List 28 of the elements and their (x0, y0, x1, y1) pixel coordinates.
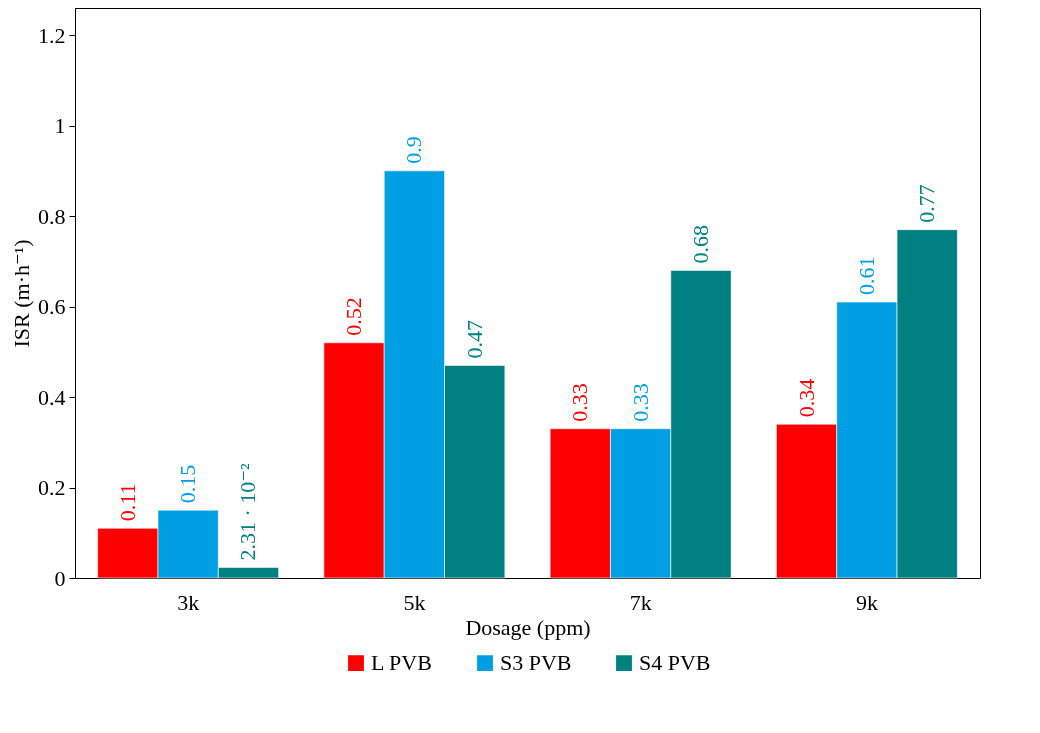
x-tick-label: 7k (629, 589, 652, 615)
data-label: 2.31 · 10⁻² (235, 463, 261, 561)
data-label: 0.33 (567, 383, 593, 422)
data-label: 0.15 (175, 464, 201, 504)
data-label: 0.52 (341, 297, 367, 336)
data-label: 0.9 (401, 136, 427, 164)
data-label: 0.33 (627, 383, 653, 422)
y-tick-label: 0 (54, 565, 66, 591)
data-label: 0.11 (114, 483, 140, 522)
legend-label: L PVB (371, 650, 432, 676)
x-axis-title: Dosage (ppm) (465, 614, 591, 640)
x-tick-label: 3k (177, 589, 200, 615)
y-tick-label: 0.2 (38, 475, 66, 501)
legend-label: S4 PVB (639, 650, 711, 676)
legend-label: S3 PVB (500, 650, 572, 676)
x-tick-label: 5k (403, 589, 426, 615)
data-label: 0.68 (687, 224, 713, 264)
x-tick-label: 9k (855, 589, 878, 615)
y-tick-label: 0.4 (38, 384, 66, 410)
y-axis-title: ISR (m·h⁻¹) (9, 239, 34, 348)
y-tick-label: 0.8 (38, 203, 66, 229)
data-label: 0.61 (853, 256, 879, 296)
data-label: 0.77 (914, 184, 940, 223)
data-label: 0.47 (461, 319, 487, 359)
y-tick-label: 1.2 (38, 22, 66, 48)
y-tick-label: 1 (54, 113, 66, 139)
y-tick-label: 0.6 (38, 294, 66, 320)
data-label: 0.34 (793, 378, 819, 418)
